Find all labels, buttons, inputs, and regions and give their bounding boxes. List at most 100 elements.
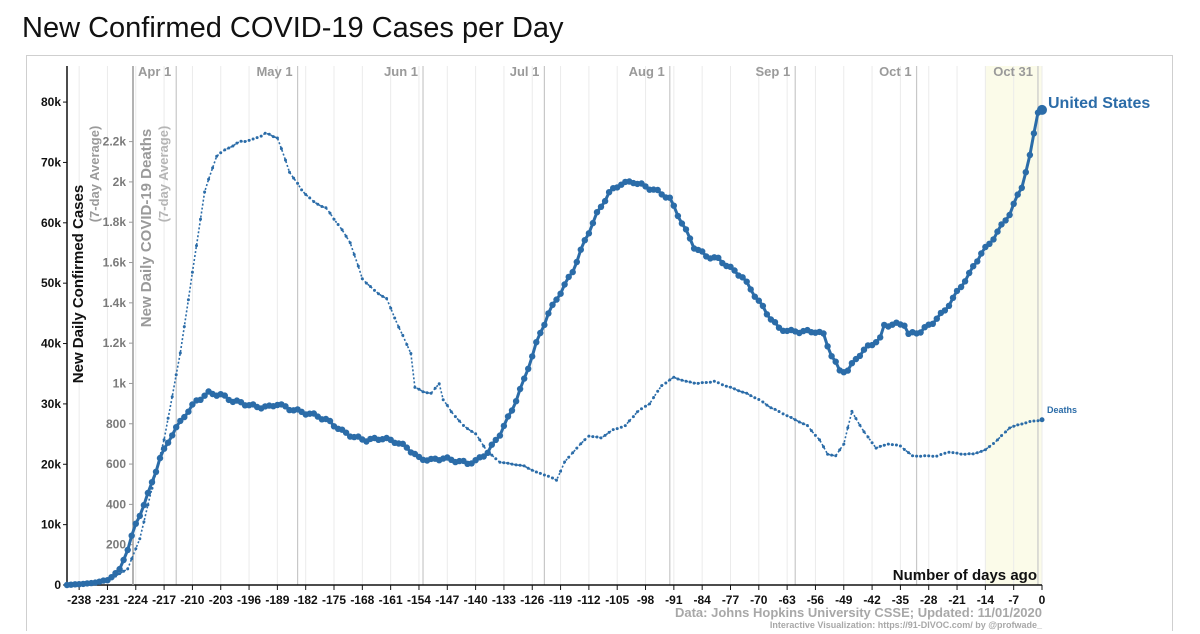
data-point-united-states: [974, 258, 981, 265]
y-tick-label: 20k: [41, 457, 61, 471]
data-point-united-states: [488, 441, 495, 448]
data-point-united-states: [585, 230, 593, 237]
data-point-deaths: [631, 415, 635, 419]
data-point-united-states: [739, 274, 746, 281]
data-point-deaths: [138, 537, 142, 541]
data-point-deaths: [902, 448, 906, 451]
data-point-united-states: [565, 273, 572, 281]
data-point-united-states: [674, 212, 682, 220]
data-point-deaths: [911, 454, 914, 458]
data-point-deaths: [259, 134, 263, 138]
data-point-united-states: [917, 329, 924, 336]
data-point-deaths: [587, 434, 591, 438]
data-point-united-states: [282, 403, 289, 410]
y2-tick-label: 1.8k: [103, 215, 127, 229]
data-point-deaths: [680, 378, 684, 382]
data-point-deaths: [668, 378, 672, 382]
data-point-deaths: [263, 131, 267, 135]
data-point-deaths: [243, 140, 247, 143]
data-point-deaths: [360, 277, 364, 281]
data-point-deaths: [518, 463, 522, 467]
data-point-united-states: [670, 202, 677, 209]
data-point-deaths: [546, 474, 550, 478]
data-point-united-states: [504, 413, 512, 420]
data-point-deaths: [93, 580, 97, 584]
data-point-deaths: [1024, 421, 1028, 425]
data-point-deaths: [118, 572, 122, 576]
data-point-united-states: [828, 353, 835, 360]
data-point-united-states: [589, 219, 597, 227]
y-tick-label: 50k: [41, 276, 61, 290]
data-point-united-states: [197, 396, 204, 403]
data-point-deaths: [190, 270, 194, 274]
data-point-united-states: [508, 407, 516, 414]
data-point-united-states: [581, 237, 588, 244]
data-point-deaths: [433, 386, 437, 390]
data-point-deaths: [842, 442, 846, 446]
data-point-deaths: [110, 577, 113, 581]
data-point-united-states: [492, 436, 499, 444]
data-point-deaths: [741, 390, 745, 394]
x-tick-label: -7: [1008, 593, 1019, 607]
data-point-deaths: [987, 445, 991, 449]
data-point-deaths: [352, 253, 356, 256]
data-point-deaths: [288, 170, 291, 174]
data-point-deaths: [534, 470, 538, 474]
data-point-deaths: [684, 379, 688, 383]
data-point-united-states: [747, 286, 754, 293]
data-point-deaths: [757, 398, 761, 401]
data-point-united-states: [1026, 151, 1034, 159]
data-point-deaths: [336, 223, 340, 226]
data-point-deaths: [660, 384, 664, 388]
data-point-deaths: [979, 449, 983, 453]
data-point-united-states: [529, 353, 536, 360]
y-tick-label: 10k: [41, 518, 61, 532]
series-layer: [63, 104, 1047, 589]
y2-axis-subtitle: (7-day Average): [156, 126, 171, 223]
data-point-deaths: [919, 454, 923, 458]
data-point-deaths: [797, 420, 801, 424]
data-point-deaths: [462, 424, 465, 427]
data-point-united-states: [577, 246, 584, 253]
data-point-united-states: [132, 520, 139, 527]
data-point-united-states: [177, 417, 184, 425]
data-point-united-states: [1022, 169, 1029, 176]
data-point-deaths: [890, 443, 894, 447]
data-point-deaths: [85, 581, 89, 585]
data-point-deaths: [522, 464, 526, 468]
data-point-deaths: [368, 285, 372, 288]
x-tick-label: -42: [863, 593, 881, 607]
data-point-united-states: [525, 365, 532, 372]
y-tick-label: 40k: [41, 337, 61, 351]
data-point-deaths: [826, 452, 830, 456]
data-point-united-states: [986, 240, 993, 247]
data-point-united-states: [1030, 130, 1038, 137]
data-point-deaths: [332, 217, 336, 221]
data-point-deaths: [878, 444, 882, 448]
data-point-deaths: [275, 136, 279, 140]
x-tick-label: -161: [379, 593, 403, 607]
data-point-deaths: [696, 381, 700, 385]
data-point-deaths: [211, 166, 215, 170]
x-tick-label: -112: [577, 593, 601, 607]
x-tick-label: -203: [209, 593, 233, 607]
data-point-united-states: [1010, 200, 1017, 207]
data-point-deaths: [255, 136, 259, 140]
data-point-united-states: [601, 197, 609, 205]
data-point-united-states: [820, 330, 827, 337]
data-point-united-states: [128, 532, 135, 539]
data-point-deaths: [664, 381, 668, 385]
data-point-united-states: [399, 440, 406, 447]
data-point-deaths: [381, 294, 385, 298]
data-point-deaths: [502, 461, 506, 465]
series-label-united-states: United States: [1048, 95, 1150, 112]
data-point-deaths: [947, 450, 951, 454]
data-point-deaths: [162, 438, 166, 442]
data-point-united-states: [970, 263, 977, 270]
series-points-united-states: [63, 104, 1047, 589]
data-point-deaths: [818, 438, 821, 442]
data-point-deaths: [142, 520, 146, 524]
data-point-united-states: [856, 352, 864, 360]
data-point-deaths: [623, 424, 627, 428]
data-point-deaths: [1008, 426, 1012, 430]
